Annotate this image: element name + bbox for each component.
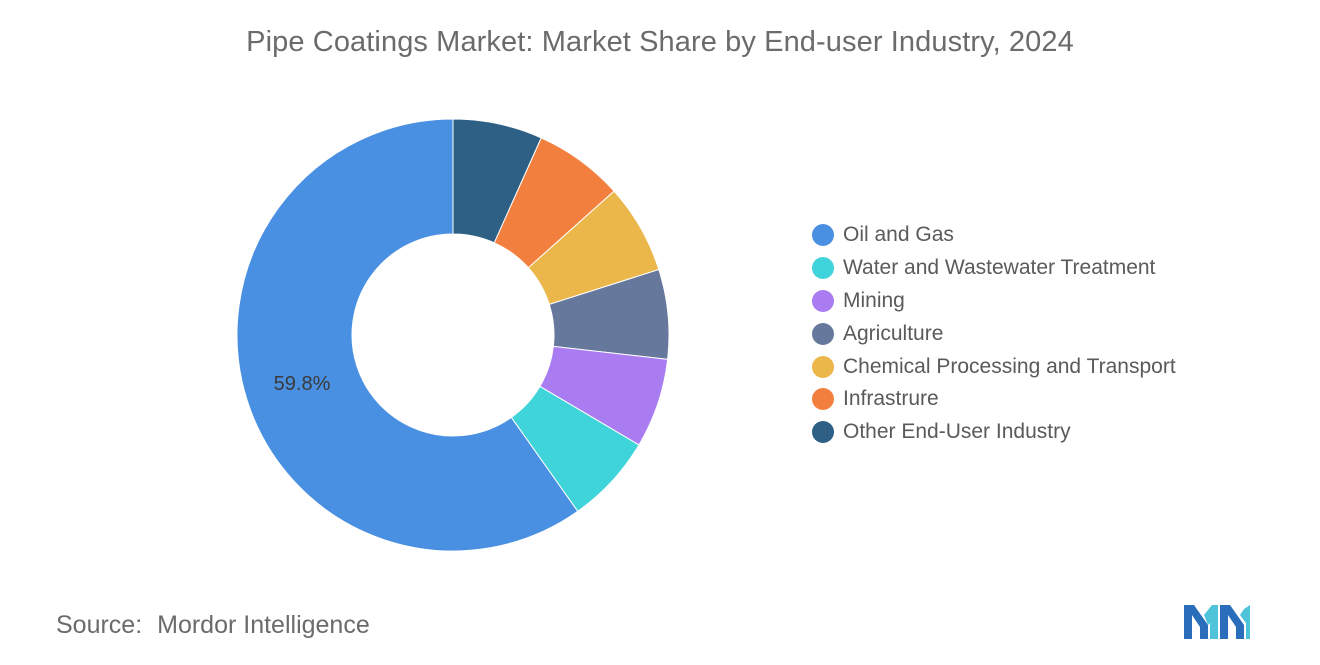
- slice-oil-and-gas: [236, 118, 579, 552]
- legend-item-mining: Mining: [812, 285, 1272, 318]
- legend-swatch-icon: [812, 257, 834, 280]
- legend-label: Water and Wastewater Treatment: [843, 256, 1156, 280]
- legend-swatch-icon: [812, 322, 834, 345]
- legend-label: Chemical Processing and Transport: [843, 354, 1176, 378]
- legend-item-infrastrure: Infrastrure: [812, 383, 1272, 416]
- source-note: Source: Mordor Intelligence: [56, 611, 370, 640]
- legend-swatch-icon: [812, 388, 834, 411]
- legend-item-other-end-user-industry: Other End-User Industry: [812, 416, 1272, 449]
- data-label-oil-and-gas: 59.8%: [274, 373, 331, 395]
- chart-title: Pipe Coatings Market: Market Share by En…: [246, 26, 1074, 58]
- legend-label: Agriculture: [843, 321, 944, 345]
- legend-label: Other End-User Industry: [843, 420, 1071, 444]
- legend-item-agriculture: Agriculture: [812, 317, 1272, 350]
- legend-item-chemical-processing-and-transport: Chemical Processing and Transport: [812, 350, 1272, 383]
- chart-legend: Oil and Gas Water and Wastewater Treatmen…: [812, 219, 1272, 449]
- legend-label: Infrastrure: [843, 387, 939, 411]
- legend-swatch-icon: [812, 289, 834, 312]
- legend-item-oil-and-gas: Oil and Gas: [812, 219, 1272, 252]
- legend-swatch-icon: [812, 355, 834, 378]
- legend-swatch-icon: [812, 224, 834, 247]
- source-label: Source:: [56, 611, 143, 639]
- legend-label: Mining: [843, 288, 905, 312]
- donut-chart: 59.8%: [236, 118, 670, 552]
- legend-item-water-and-wastewater-treatment: Water and Wastewater Treatment: [812, 252, 1272, 285]
- legend-label: Oil and Gas: [843, 223, 954, 247]
- legend-swatch-icon: [812, 421, 834, 444]
- mordor-intelligence-logo-icon: [1184, 605, 1250, 639]
- source-value: Mordor Intelligence: [157, 611, 370, 639]
